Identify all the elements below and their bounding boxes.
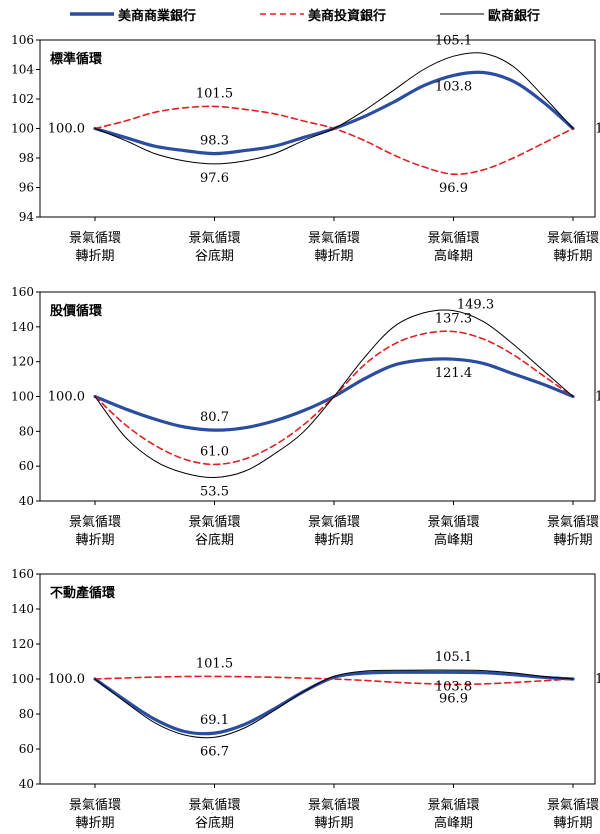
y-tick-label: 94 <box>19 210 35 224</box>
data-label: 66.7 <box>200 744 229 759</box>
data-label: 121.4 <box>435 366 472 381</box>
y-tick-label: 106 <box>11 33 34 47</box>
data-label: 98.3 <box>200 134 229 149</box>
y-tick-label: 98 <box>19 151 34 165</box>
x-category-label: 景氣循環谷底期 <box>188 798 240 831</box>
x-category-label: 景氣循環轉折期 <box>547 515 599 548</box>
y-tick-label: 96 <box>19 181 34 195</box>
data-label: 100.0 <box>595 122 600 137</box>
series-line-investment <box>94 675 574 686</box>
data-label: 96.9 <box>439 691 468 706</box>
y-tick-label: 100 <box>11 122 34 136</box>
series-line-commercial <box>93 670 575 736</box>
plot-area <box>39 291 596 502</box>
data-label: 97.6 <box>200 171 229 186</box>
legend-label-commercial: 美商商業銀行 <box>118 8 197 24</box>
panel-title: 股價循環 <box>50 303 103 319</box>
chart-panel-standard-cycle: 94 96 98 100 102 104 106 景氣循環轉折期 景氣循環谷底期 景氣循環轉折期 景… <box>11 33 600 264</box>
chart-legend: 美商商業銀行 美商投資銀行 歐商銀行 <box>0 0 600 30</box>
legend-swatch-european <box>440 13 484 15</box>
legend-item-european: 歐商銀行 <box>440 4 540 24</box>
x-category-label: 景氣循環轉折期 <box>308 231 360 264</box>
panel-title: 標準循環 <box>50 51 103 67</box>
legend-label-european: 歐商銀行 <box>488 8 541 24</box>
plot-area <box>39 39 596 218</box>
series-line-european <box>94 52 574 165</box>
y-tick-label: 140 <box>11 602 34 616</box>
y-tick-label: 40 <box>19 777 34 791</box>
data-label: 105.1 <box>435 650 472 665</box>
series-line-commercial <box>93 70 575 156</box>
data-label: 96.9 <box>439 181 468 196</box>
series-line-commercial <box>93 357 575 432</box>
panel-title: 不動產循環 <box>50 585 116 601</box>
data-label: 100.0 <box>48 390 85 405</box>
data-label: 100.0 <box>595 672 600 687</box>
y-tick-label: 100 <box>11 672 34 686</box>
legend-swatch-commercial <box>70 12 114 16</box>
x-category-label: 景氣循環高峰期 <box>427 231 479 264</box>
y-tick-label: 80 <box>19 424 34 438</box>
legend-label-investment: 美商投資銀行 <box>308 8 387 24</box>
y-tick-label: 160 <box>11 567 34 581</box>
legend-swatch-investment <box>260 13 304 15</box>
data-label: 103.8 <box>435 79 472 94</box>
x-category-label: 景氣循環轉折期 <box>308 515 360 548</box>
x-category-label: 景氣循環谷底期 <box>188 231 240 264</box>
series-line-european <box>94 309 574 479</box>
data-label: 149.3 <box>457 298 494 313</box>
data-label: 137.3 <box>435 312 472 327</box>
x-category-label: 景氣循環轉折期 <box>69 515 121 548</box>
data-label: 105.1 <box>435 33 472 48</box>
data-label: 101.5 <box>196 656 233 671</box>
series-line-investment <box>94 105 574 176</box>
x-category-label: 景氣循環轉折期 <box>69 798 121 831</box>
data-label: 100.0 <box>595 390 600 405</box>
data-label: 61.0 <box>200 444 229 459</box>
x-category-label: 景氣循環高峰期 <box>427 798 479 831</box>
chart-panel-real-estate-cycle: 40 60 80 100 120 140 160 景氣循環轉折期 景氣循環谷底期 景氣循環轉折期 景… <box>11 567 600 831</box>
x-category-label: 景氣循環轉折期 <box>69 231 121 264</box>
y-tick-label: 60 <box>19 459 34 473</box>
x-category-label: 景氣循環谷底期 <box>188 515 240 548</box>
y-tick-label: 102 <box>11 92 34 106</box>
legend-item-investment: 美商投資銀行 <box>260 4 386 24</box>
data-label: 100.0 <box>48 122 85 137</box>
data-label: 101.5 <box>196 86 233 101</box>
y-tick-label: 40 <box>19 494 34 508</box>
chart-panel-stock-cycle: 40 60 80 100 120 140 160 景氣循環轉折期 景氣循環谷底期 景氣循環轉折期 景… <box>11 285 600 548</box>
y-tick-label: 140 <box>11 320 34 334</box>
data-label: 80.7 <box>200 410 229 425</box>
y-tick-label: 104 <box>11 63 34 77</box>
x-category-label: 景氣循環轉折期 <box>547 798 599 831</box>
y-tick-label: 120 <box>11 355 34 369</box>
legend-item-commercial: 美商商業銀行 <box>70 4 196 24</box>
y-tick-label: 100 <box>11 390 34 404</box>
data-label: 69.1 <box>200 713 229 728</box>
x-category-label: 景氣循環高峰期 <box>427 515 479 548</box>
x-category-label: 景氣循環轉折期 <box>547 231 599 264</box>
x-category-label: 景氣循環轉折期 <box>308 798 360 831</box>
data-label: 100.0 <box>48 672 85 687</box>
y-tick-label: 80 <box>19 707 34 721</box>
y-tick-label: 60 <box>19 742 34 756</box>
series-line-european <box>94 669 574 739</box>
y-tick-label: 120 <box>11 637 34 651</box>
y-tick-label: 160 <box>11 285 34 299</box>
data-label: 103.8 <box>435 679 472 694</box>
data-label: 53.5 <box>200 484 229 499</box>
